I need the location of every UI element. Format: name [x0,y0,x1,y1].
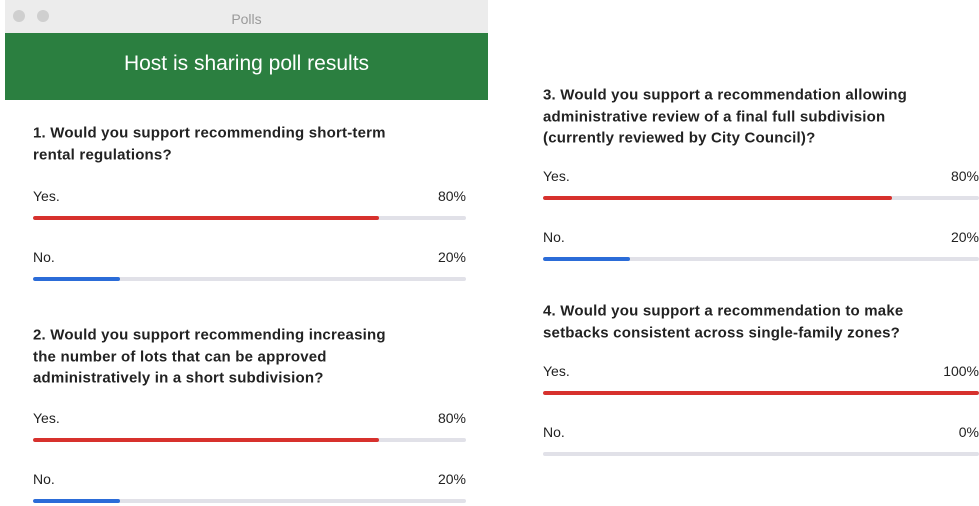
question-line: rental regulations? [33,146,172,163]
close-button[interactable] [13,10,25,22]
question-line: 2. Would you support recommending increa… [33,326,386,344]
bar-track [543,452,979,456]
bar-track [543,196,979,200]
bar-fill [543,391,979,395]
option-text: Yes. [543,168,570,184]
option-text: No. [543,424,565,440]
bar-fill [33,499,120,503]
option-text: No. [33,249,55,265]
question-line: administrative review of a final full su… [543,108,886,125]
bar-fill [543,196,892,200]
option-percent: 80% [950,168,979,184]
title-bar: Polls [5,0,488,33]
bar-fill [543,257,631,261]
option-text: Yes. [543,363,570,379]
bar-track [543,391,979,395]
bar-fill [33,216,380,220]
option-text: Yes. [33,410,60,426]
option-text: No. [33,471,55,487]
question-line: 3. Would you support a recommendation al… [543,86,907,104]
option-text: Yes. [33,188,60,204]
option-percent: 80% [437,188,466,204]
bar-track [33,438,466,442]
question-line: the number of lots that can be approved [33,348,327,365]
option-percent: 20% [437,249,466,265]
bar-track [33,277,466,281]
option-percent: 20% [950,229,979,245]
bar-track [33,216,466,220]
bar-track [543,257,979,261]
option-percent: 100% [943,363,979,379]
bar-fill [33,277,120,281]
banner: Host is sharing poll results [5,33,488,100]
option-percent: 0% [958,424,979,440]
question-line: 1. Would you support recommending short-… [33,124,386,142]
question-line: 4. Would you support a recommendation to… [543,302,904,320]
question-line: setbacks consistent across single-family… [543,324,901,341]
bar-track [33,499,466,503]
banner-text: Host is sharing poll results [123,52,370,75]
minimize-button[interactable] [37,10,49,22]
option-percent: 20% [437,471,466,487]
option-text: No. [543,229,565,245]
question-line: administratively in a short subdivision? [33,369,324,387]
bar-fill [33,438,380,442]
question-line: (currently reviewed by City Council)? [543,129,816,147]
option-percent: 80% [437,410,466,426]
window-title: Polls [231,11,262,27]
